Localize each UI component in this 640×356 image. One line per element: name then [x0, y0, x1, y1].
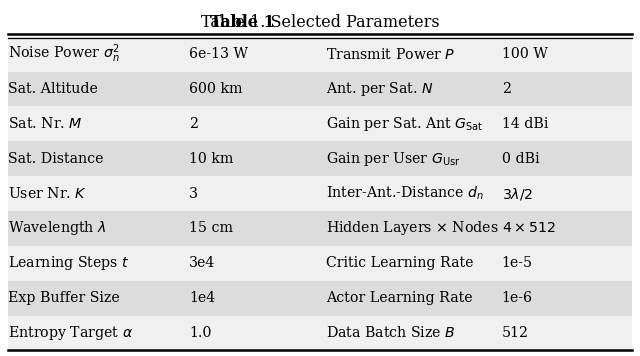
Text: Sat. Distance: Sat. Distance: [8, 152, 103, 166]
Text: Wavelength $\lambda$: Wavelength $\lambda$: [8, 219, 106, 237]
Text: 600 km: 600 km: [189, 82, 243, 96]
Text: Ant. per Sat. $N$: Ant. per Sat. $N$: [326, 80, 434, 98]
Text: 100 W: 100 W: [502, 47, 547, 61]
Text: 1e-6: 1e-6: [502, 291, 532, 305]
Text: Data Batch Size $B$: Data Batch Size $B$: [326, 325, 456, 340]
Text: 10 km: 10 km: [189, 152, 234, 166]
Text: Learning Steps $t$: Learning Steps $t$: [8, 254, 129, 272]
Text: 6e-13 W: 6e-13 W: [189, 47, 248, 61]
Text: Hidden Layers $\times$ Nodes: Hidden Layers $\times$ Nodes: [326, 219, 499, 237]
Text: Gain per User $G_{\mathrm{Usr}}$: Gain per User $G_{\mathrm{Usr}}$: [326, 150, 461, 168]
Text: Noise Power $\sigma_n^2$: Noise Power $\sigma_n^2$: [8, 43, 120, 66]
Bar: [8, 176, 632, 211]
Text: 3e4: 3e4: [189, 256, 216, 270]
Bar: [8, 281, 632, 315]
Text: 3: 3: [189, 187, 198, 200]
Text: 1.0: 1.0: [189, 326, 212, 340]
Bar: [8, 315, 632, 350]
Text: Critic Learning Rate: Critic Learning Rate: [326, 256, 474, 270]
Text: 512: 512: [502, 326, 529, 340]
Bar: [8, 72, 632, 106]
Text: 14 dBi: 14 dBi: [502, 117, 548, 131]
Text: Actor Learning Rate: Actor Learning Rate: [326, 291, 473, 305]
Text: Sat. Nr. $M$: Sat. Nr. $M$: [8, 116, 83, 131]
Bar: [8, 141, 632, 176]
Bar: [8, 106, 632, 141]
Text: 2: 2: [189, 117, 198, 131]
Text: Entropy Target $\alpha$: Entropy Target $\alpha$: [8, 324, 133, 342]
Text: $3\lambda/2$: $3\lambda/2$: [502, 185, 532, 201]
Text: 2: 2: [502, 82, 511, 96]
Text: Transmit Power $P$: Transmit Power $P$: [326, 47, 456, 62]
Text: User Nr. $K$: User Nr. $K$: [8, 186, 87, 201]
Bar: [8, 211, 632, 246]
Text: Inter-Ant.-Distance $d_n$: Inter-Ant.-Distance $d_n$: [326, 185, 484, 202]
Text: 0 dBi: 0 dBi: [502, 152, 540, 166]
Text: 1e4: 1e4: [189, 291, 216, 305]
Text: $4 \times 512$: $4 \times 512$: [502, 221, 556, 235]
Text: Exp Buffer Size: Exp Buffer Size: [8, 291, 120, 305]
Text: Table 1. Selected Parameters: Table 1. Selected Parameters: [201, 14, 439, 31]
Bar: [8, 37, 632, 72]
Text: 1e-5: 1e-5: [502, 256, 532, 270]
Bar: [8, 246, 632, 281]
Text: Sat. Altitude: Sat. Altitude: [8, 82, 98, 96]
Text: Gain per Sat. Ant $G_{\mathrm{Sat}}$: Gain per Sat. Ant $G_{\mathrm{Sat}}$: [326, 115, 484, 133]
Text: 15 cm: 15 cm: [189, 221, 234, 235]
Text: Table 1: Table 1: [210, 14, 275, 31]
